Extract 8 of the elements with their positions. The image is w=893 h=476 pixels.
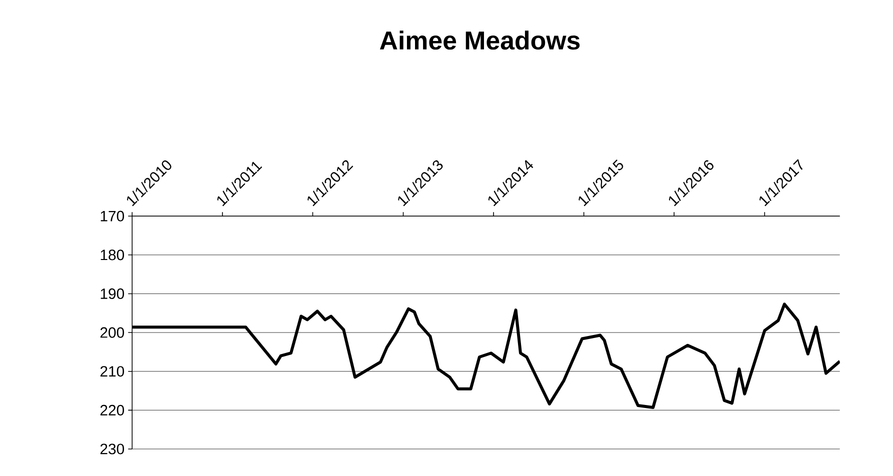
y-tick-label: 200 (100, 327, 124, 338)
y-tick-label: 170 (100, 210, 124, 222)
y-tick-label: 180 (100, 250, 124, 260)
y-tick-label: 190 (100, 288, 124, 299)
y-tick-label: 230 (100, 444, 124, 454)
y-tick-label: 220 (100, 404, 124, 416)
chart-title: Aimee Meadows (380, 30, 580, 50)
y-tick-label: 210 (100, 366, 124, 377)
